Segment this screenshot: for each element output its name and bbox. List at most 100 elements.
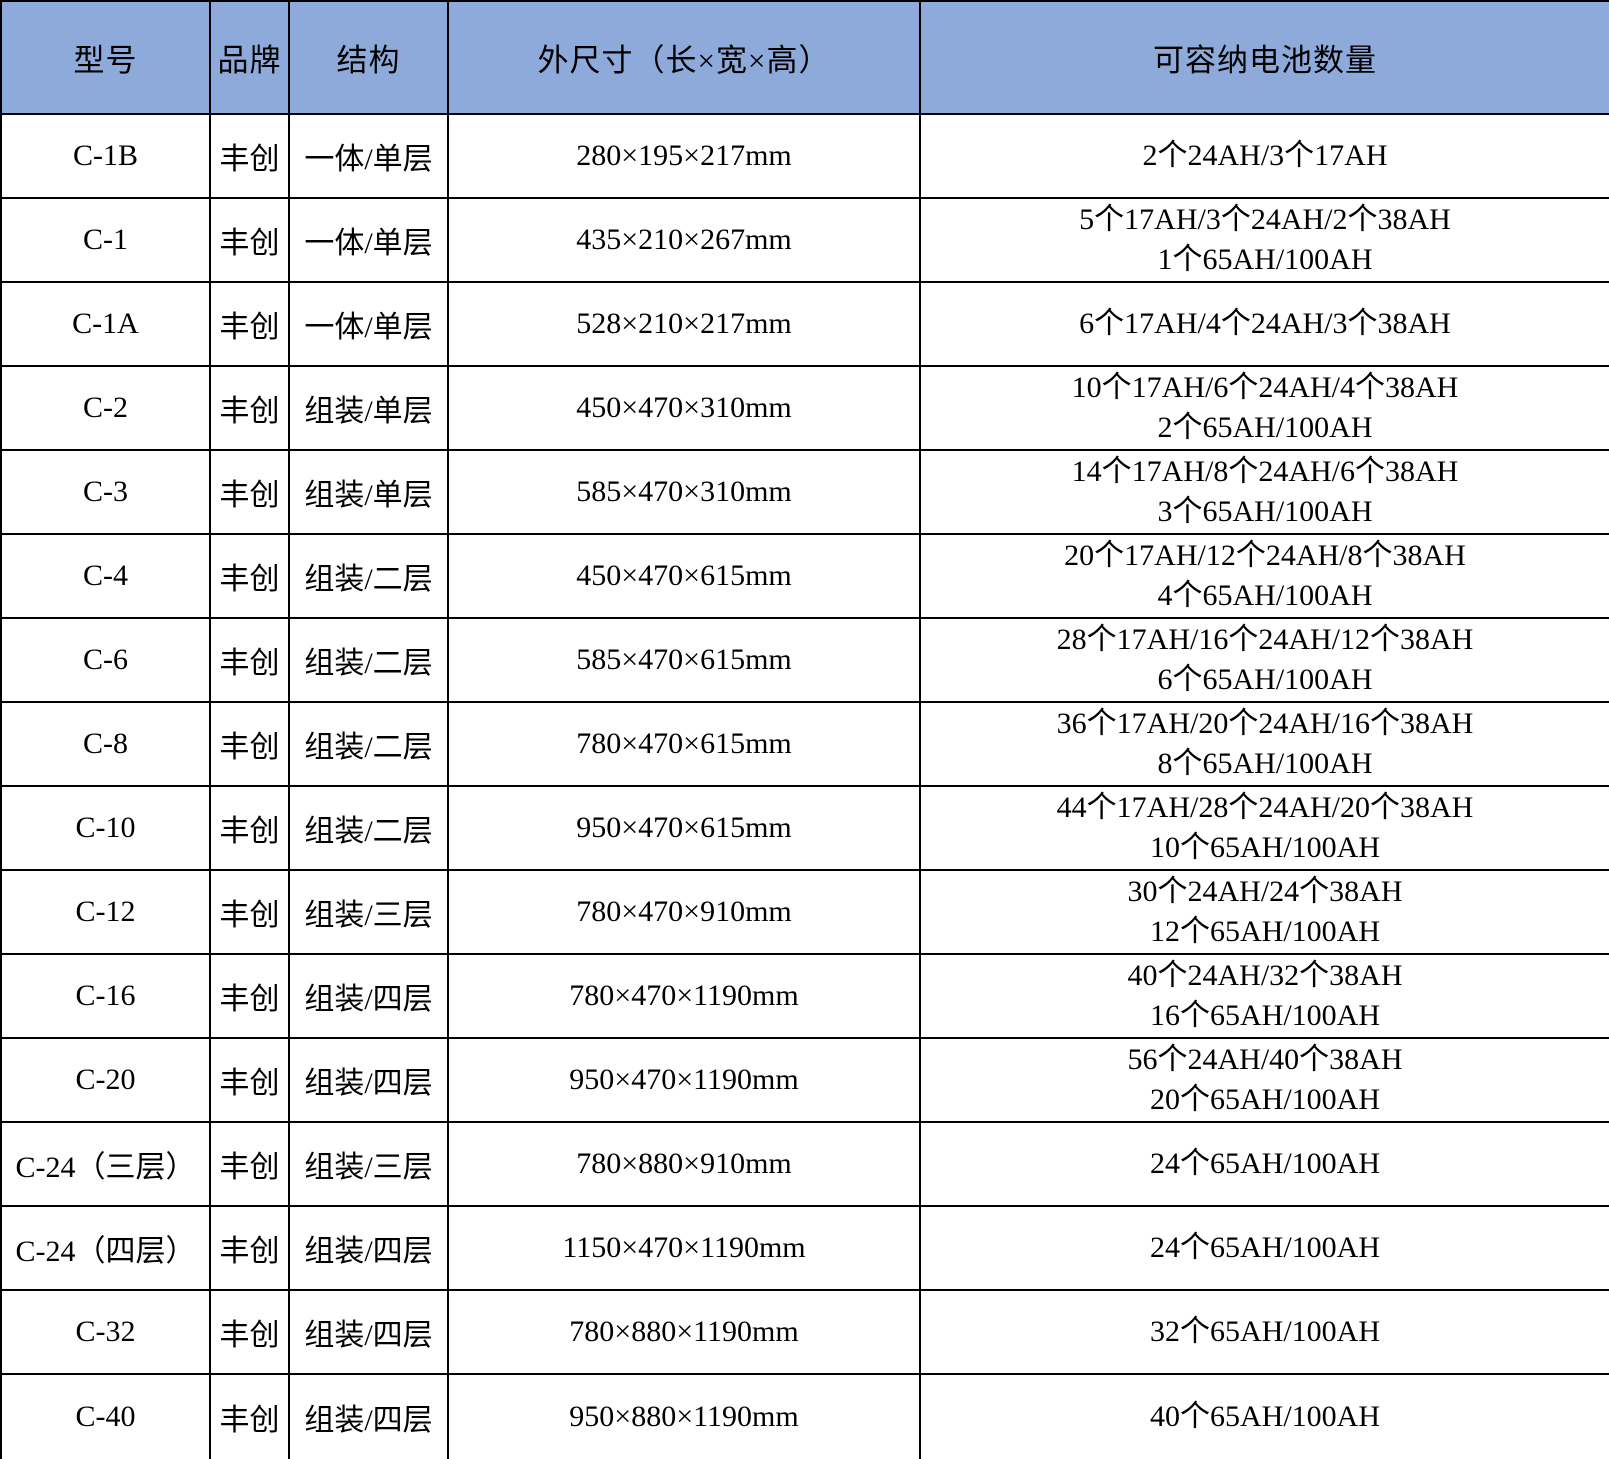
structure-cell: 组装/四层 (288, 953, 449, 1039)
capacity-line: 24个65AH/100AH (1150, 1231, 1380, 1264)
dimensions-cell: 528×210×217mm (447, 281, 921, 367)
capacity-line: 10个65AH/100AH (1150, 831, 1380, 864)
table-row: C-8 丰创 组装/二层 780×470×615mm 36个17AH/20个24… (0, 701, 1609, 787)
header-capacity: 可容纳电池数量 (919, 0, 1609, 115)
capacity-line: 14个17AH/8个24AH/6个38AH (1071, 455, 1459, 488)
header-structure: 结构 (288, 0, 449, 115)
capacity-line: 2个65AH/100AH (1157, 411, 1373, 444)
model-cell: C-1 (0, 197, 211, 283)
capacity-cell: 2个24AH/3个17AH (919, 113, 1609, 199)
table-row: C-1A 丰创 一体/单层 528×210×217mm 6个17AH/4个24A… (0, 281, 1609, 367)
dimensions-cell: 435×210×267mm (447, 197, 921, 283)
header-dimensions: 外尺寸（长×宽×高） (447, 0, 921, 115)
capacity-line: 2个24AH/3个17AH (1142, 139, 1388, 172)
dimensions-cell: 780×470×910mm (447, 869, 921, 955)
capacity-cell: 24个65AH/100AH (919, 1121, 1609, 1207)
capacity-cell: 30个24AH/24个38AH 12个65AH/100AH (919, 869, 1609, 955)
capacity-line: 40个65AH/100AH (1150, 1400, 1380, 1433)
structure-cell: 一体/单层 (288, 113, 449, 199)
capacity-line: 24个65AH/100AH (1150, 1147, 1380, 1180)
model-cell: C-24（四层） (0, 1205, 211, 1291)
table-row: C-16 丰创 组装/四层 780×470×1190mm 40个24AH/32个… (0, 953, 1609, 1039)
model-cell: C-8 (0, 701, 211, 787)
structure-cell: 组装/二层 (288, 617, 449, 703)
model-cell: C-32 (0, 1289, 211, 1375)
model-cell: C-40 (0, 1373, 211, 1459)
capacity-line: 16个65AH/100AH (1150, 999, 1380, 1032)
capacity-cell: 20个17AH/12个24AH/8个38AH 4个65AH/100AH (919, 533, 1609, 619)
capacity-cell: 40个24AH/32个38AH 16个65AH/100AH (919, 953, 1609, 1039)
brand-cell: 丰创 (209, 1037, 290, 1123)
capacity-line: 20个17AH/12个24AH/8个38AH (1064, 539, 1466, 572)
structure-cell: 组装/二层 (288, 533, 449, 619)
capacity-line: 32个65AH/100AH (1150, 1315, 1380, 1348)
capacity-cell: 36个17AH/20个24AH/16个38AH 8个65AH/100AH (919, 701, 1609, 787)
table-header: 型号 品牌 结构 外尺寸（长×宽×高） 可容纳电池数量 (0, 0, 1609, 115)
dimensions-cell: 950×470×1190mm (447, 1037, 921, 1123)
capacity-line: 44个17AH/28个24AH/20个38AH (1056, 791, 1474, 824)
brand-cell: 丰创 (209, 197, 290, 283)
capacity-line: 6个65AH/100AH (1157, 663, 1373, 696)
brand-cell: 丰创 (209, 533, 290, 619)
capacity-line: 28个17AH/16个24AH/12个38AH (1056, 623, 1474, 656)
capacity-line: 8个65AH/100AH (1157, 747, 1373, 780)
capacity-cell: 28个17AH/16个24AH/12个38AH 6个65AH/100AH (919, 617, 1609, 703)
table-row: C-20 丰创 组装/四层 950×470×1190mm 56个24AH/40个… (0, 1037, 1609, 1123)
brand-cell: 丰创 (209, 113, 290, 199)
capacity-cell: 40个65AH/100AH (919, 1373, 1609, 1459)
capacity-line: 10个17AH/6个24AH/4个38AH (1071, 371, 1459, 404)
structure-cell: 组装/四层 (288, 1037, 449, 1123)
capacity-line: 12个65AH/100AH (1150, 915, 1380, 948)
capacity-cell: 24个65AH/100AH (919, 1205, 1609, 1291)
table-row: C-6 丰创 组装/二层 585×470×615mm 28个17AH/16个24… (0, 617, 1609, 703)
model-cell: C-12 (0, 869, 211, 955)
model-cell: C-10 (0, 785, 211, 871)
capacity-line: 3个65AH/100AH (1157, 495, 1373, 528)
structure-cell: 一体/单层 (288, 197, 449, 283)
dimensions-cell: 1150×470×1190mm (447, 1205, 921, 1291)
capacity-cell: 14个17AH/8个24AH/6个38AH 3个65AH/100AH (919, 449, 1609, 535)
table-row: C-32 丰创 组装/四层 780×880×1190mm 32个65AH/100… (0, 1289, 1609, 1375)
capacity-line: 4个65AH/100AH (1157, 579, 1373, 612)
table-row: C-24（三层） 丰创 组装/三层 780×880×910mm 24个65AH/… (0, 1121, 1609, 1207)
table-row: C-1 丰创 一体/单层 435×210×267mm 5个17AH/3个24AH… (0, 197, 1609, 283)
header-brand: 品牌 (209, 0, 290, 115)
capacity-line: 56个24AH/40个38AH (1127, 1043, 1403, 1076)
capacity-cell: 56个24AH/40个38AH 20个65AH/100AH (919, 1037, 1609, 1123)
model-cell: C-4 (0, 533, 211, 619)
brand-cell: 丰创 (209, 281, 290, 367)
dimensions-cell: 280×195×217mm (447, 113, 921, 199)
table-row: C-12 丰创 组装/三层 780×470×910mm 30个24AH/24个3… (0, 869, 1609, 955)
structure-cell: 组装/四层 (288, 1373, 449, 1459)
table-row: C-10 丰创 组装/二层 950×470×615mm 44个17AH/28个2… (0, 785, 1609, 871)
table-body: C-1B 丰创 一体/单层 280×195×217mm 2个24AH/3个17A… (0, 113, 1609, 1459)
dimensions-cell: 780×470×615mm (447, 701, 921, 787)
capacity-cell: 32个65AH/100AH (919, 1289, 1609, 1375)
table-row: C-2 丰创 组装/单层 450×470×310mm 10个17AH/6个24A… (0, 365, 1609, 451)
model-cell: C-3 (0, 449, 211, 535)
capacity-cell: 5个17AH/3个24AH/2个38AH 1个65AH/100AH (919, 197, 1609, 283)
table-row: C-24（四层） 丰创 组装/四层 1150×470×1190mm 24个65A… (0, 1205, 1609, 1291)
model-cell: C-1B (0, 113, 211, 199)
header-row: 型号 品牌 结构 外尺寸（长×宽×高） 可容纳电池数量 (0, 0, 1609, 115)
capacity-line: 5个17AH/3个24AH/2个38AH (1079, 203, 1451, 236)
brand-cell: 丰创 (209, 1373, 290, 1459)
capacity-cell: 6个17AH/4个24AH/3个38AH (919, 281, 1609, 367)
structure-cell: 组装/四层 (288, 1289, 449, 1375)
brand-cell: 丰创 (209, 1121, 290, 1207)
brand-cell: 丰创 (209, 1205, 290, 1291)
brand-cell: 丰创 (209, 953, 290, 1039)
model-cell: C-1A (0, 281, 211, 367)
model-cell: C-20 (0, 1037, 211, 1123)
capacity-cell: 44个17AH/28个24AH/20个38AH 10个65AH/100AH (919, 785, 1609, 871)
dimensions-cell: 780×470×1190mm (447, 953, 921, 1039)
structure-cell: 组装/二层 (288, 785, 449, 871)
capacity-line: 20个65AH/100AH (1150, 1083, 1380, 1116)
model-cell: C-16 (0, 953, 211, 1039)
capacity-line: 1个65AH/100AH (1157, 243, 1373, 276)
structure-cell: 组装/二层 (288, 701, 449, 787)
dimensions-cell: 780×880×910mm (447, 1121, 921, 1207)
brand-cell: 丰创 (209, 449, 290, 535)
